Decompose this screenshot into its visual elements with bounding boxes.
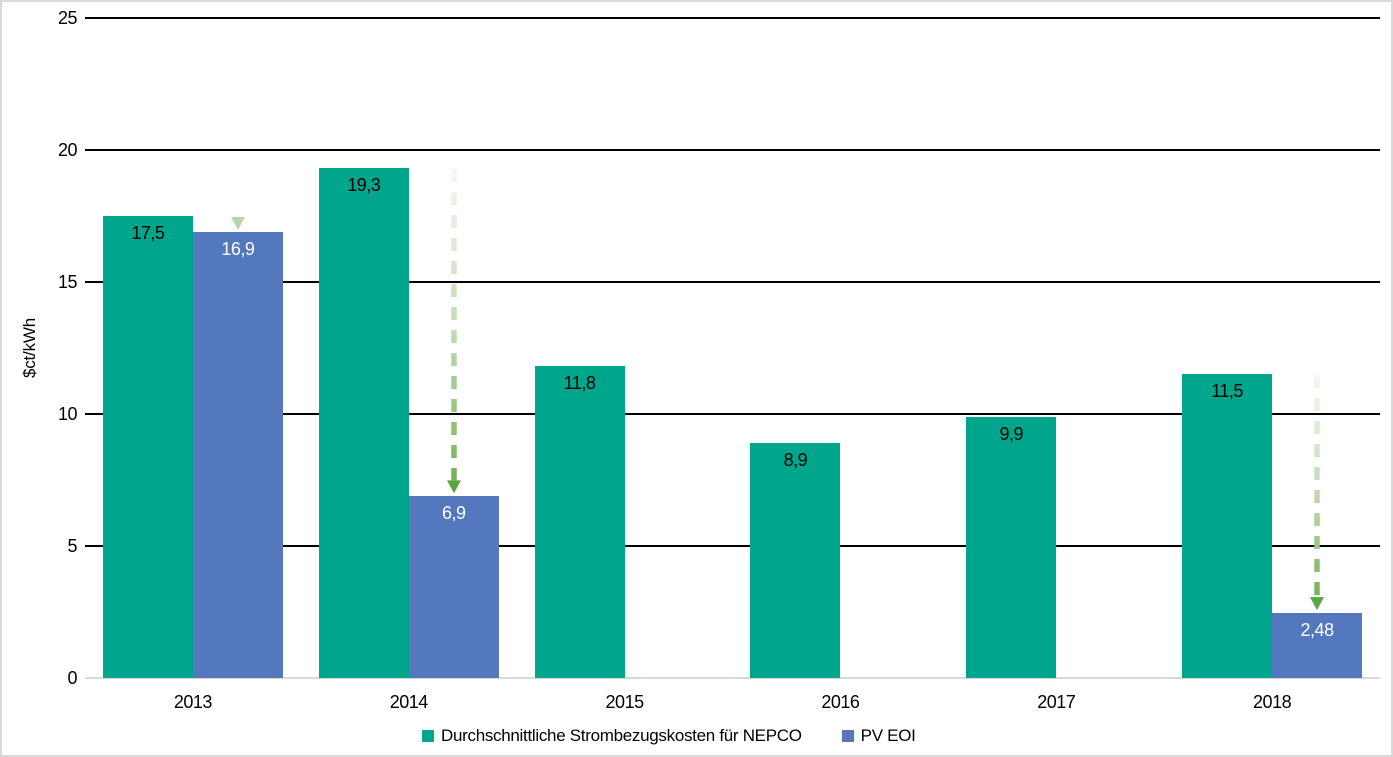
- x-tick-label-2017: 2017: [1037, 692, 1076, 712]
- bar-nepco-2018: [1182, 374, 1273, 678]
- decrease-arrow-icon-2014: [446, 169, 461, 494]
- bar-value-label-pveoi-2018: 2,48: [1300, 619, 1335, 640]
- gridline-y15: [85, 281, 1380, 283]
- y-tick-label-10: 10: [57, 404, 78, 424]
- gridline-y5: [85, 545, 1380, 547]
- bar-value-label-nepco-2016: 8,9: [783, 450, 808, 471]
- legend-swatch-icon: [422, 730, 434, 742]
- bar-value-label-nepco-2017: 9,9: [999, 423, 1024, 444]
- y-tick-label-20: 20: [57, 140, 78, 160]
- y-tick-label-5: 5: [67, 536, 77, 556]
- y-axis-title: $ct/kWh: [20, 318, 39, 379]
- bar-value-label-nepco-2018: 11,5: [1211, 381, 1243, 402]
- bar-nepco-2017: [966, 416, 1057, 678]
- bar-pveoi-2013: [192, 231, 283, 678]
- decrease-arrow-icon-2018: [1310, 375, 1325, 611]
- legend: Durchschnittliche Strombezugskosten für …: [422, 726, 916, 746]
- bar-pveoi-2018: [1272, 612, 1363, 678]
- decrease-arrow-icon-2013: [230, 217, 245, 230]
- y-tick-label-15: 15: [57, 272, 78, 292]
- bar-value-label-nepco-2014: 19,3: [347, 175, 381, 196]
- bar-nepco-2016: [750, 443, 841, 678]
- gridline-y25: [85, 17, 1380, 19]
- bar-value-label-nepco-2015: 11,8: [563, 373, 596, 394]
- bar-value-label-pveoi-2014: 6,9: [441, 502, 466, 523]
- y-tick-label-0: 0: [67, 668, 77, 688]
- y-tick-label-25: 25: [57, 8, 78, 28]
- gridline-y10: [85, 413, 1380, 415]
- x-axis-baseline: [85, 677, 1380, 679]
- bar-pveoi-2014: [408, 495, 499, 678]
- bar-nepco-2013: [102, 216, 193, 678]
- legend-label: Durchschnittliche Strombezugskosten für …: [441, 726, 802, 745]
- bar-nepco-2015: [534, 366, 625, 678]
- legend-item-nepco: Durchschnittliche Strombezugskosten für …: [422, 726, 802, 746]
- legend-label: PV EOI: [860, 726, 916, 745]
- bar-value-label-nepco-2013: 17,5: [131, 223, 165, 243]
- legend-swatch-icon: [841, 730, 854, 742]
- gridline-y20: [85, 149, 1380, 151]
- x-tick-label-2014: 2014: [389, 692, 429, 712]
- x-tick-label-2015: 2015: [605, 692, 645, 712]
- x-tick-label-2018: 2018: [1253, 692, 1292, 712]
- legend-item-pveoi: PV EOI: [841, 726, 916, 746]
- bar-nepco-2014: [318, 168, 409, 678]
- bar-value-label-pveoi-2013: 16,9: [221, 238, 255, 259]
- x-tick-label-2013: 2013: [173, 692, 213, 712]
- x-tick-label-2016: 2016: [821, 692, 860, 712]
